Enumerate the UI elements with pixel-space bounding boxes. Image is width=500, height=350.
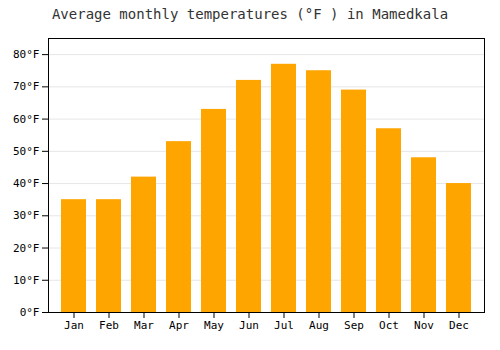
svg-text:80°F: 80°F — [13, 48, 40, 61]
svg-text:60°F: 60°F — [13, 113, 40, 126]
svg-text:0°F: 0°F — [20, 306, 40, 319]
html-text:Average monthly temperatures (: Average monthly temperatures (°F ) in Ma… — [51, 6, 449, 22]
svg-text:Dec: Dec — [449, 319, 469, 332]
svg-text:Sep: Sep — [344, 319, 364, 332]
svg-text:Feb: Feb — [99, 319, 119, 332]
svg-text:Jan: Jan — [64, 319, 84, 332]
svg-text:50°F: 50°F — [13, 145, 40, 158]
svg-text:20°F: 20°F — [13, 242, 40, 255]
svg-text:Jun: Jun — [239, 319, 259, 332]
svg-text:Aug: Aug — [309, 319, 329, 332]
svg-text:10°F: 10°F — [13, 274, 40, 287]
svg-text:Apr: Apr — [169, 319, 189, 332]
svg-text:40°F: 40°F — [13, 177, 40, 190]
svg-text:Oct: Oct — [379, 319, 399, 332]
svg-text:Mar: Mar — [134, 319, 154, 332]
svg-text:Jul: Jul — [274, 319, 294, 332]
svg-text:May: May — [204, 319, 224, 332]
svg-text:30°F: 30°F — [13, 209, 40, 222]
svg-text:Nov: Nov — [414, 319, 434, 332]
svg-text:70°F: 70°F — [13, 80, 40, 93]
